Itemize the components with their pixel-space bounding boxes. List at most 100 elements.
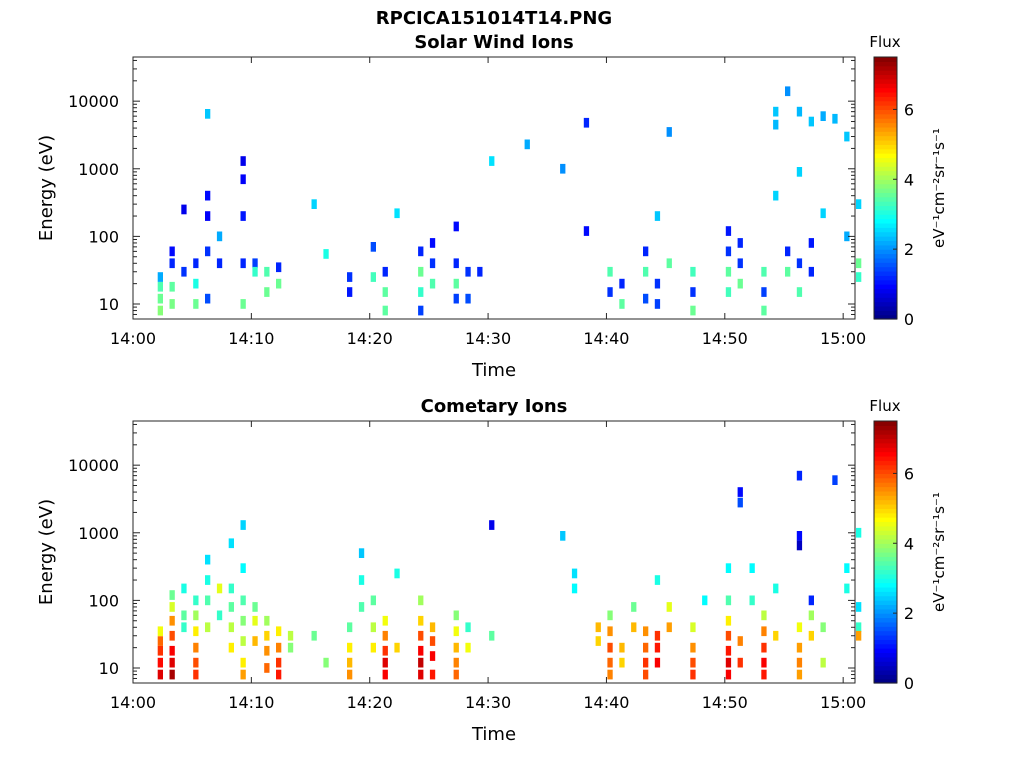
colorbar-swatch bbox=[874, 569, 897, 575]
heatmap-cell bbox=[796, 657, 803, 668]
heatmap-cell bbox=[477, 266, 483, 277]
heatmap-cell bbox=[856, 622, 862, 633]
heatmap-cell bbox=[643, 657, 649, 668]
y-tick-label: 10 bbox=[99, 295, 119, 314]
panel-title-solar-wind: Solar Wind Ions bbox=[414, 32, 573, 53]
heatmap-cell bbox=[418, 669, 424, 680]
colorbar-swatch bbox=[874, 586, 897, 592]
heatmap-cell bbox=[453, 258, 459, 269]
heatmap-cell bbox=[643, 669, 649, 680]
heatmap-cell bbox=[181, 266, 187, 277]
heatmap-cell bbox=[465, 622, 471, 633]
colorbar-swatch bbox=[874, 297, 897, 303]
heatmap-cell bbox=[193, 278, 199, 289]
colorbar-swatch bbox=[874, 279, 897, 285]
colorbar-swatch bbox=[874, 560, 897, 566]
colorbar-swatch bbox=[874, 503, 897, 509]
heatmap-cell bbox=[796, 167, 803, 177]
heatmap-cell bbox=[453, 610, 459, 621]
heatmap-cell bbox=[205, 595, 211, 606]
x-tick-label: 14:00 bbox=[110, 329, 156, 348]
heatmap-cell bbox=[796, 287, 803, 297]
heatmap-cell bbox=[808, 238, 814, 248]
x-tick-label: 15:00 bbox=[820, 693, 866, 712]
colorbar-swatch bbox=[874, 70, 897, 76]
heatmap-cell bbox=[157, 281, 163, 292]
heatmap-cell bbox=[418, 630, 424, 641]
colorbar-swatch bbox=[874, 183, 897, 189]
heatmap-cell bbox=[205, 575, 211, 585]
x-tick-label: 14:30 bbox=[465, 329, 511, 348]
x-tick-label: 14:30 bbox=[465, 693, 511, 712]
heatmap-cell bbox=[287, 642, 294, 653]
heatmap-cell bbox=[690, 266, 696, 277]
colorbar-solar-wind: 0 2 4 6 bbox=[873, 56, 914, 329]
heatmap-cell bbox=[429, 636, 436, 646]
colorbar-swatch bbox=[874, 582, 897, 588]
heatmap-cell bbox=[276, 669, 282, 680]
heatmap-cell bbox=[276, 657, 282, 668]
colorbar-swatch bbox=[874, 621, 897, 627]
colorbar-swatch bbox=[874, 538, 897, 544]
heatmap-cell bbox=[808, 630, 814, 641]
plot-frame-cometary bbox=[132, 420, 856, 684]
heatmap-cell bbox=[583, 117, 590, 128]
colorbar-swatch bbox=[874, 61, 897, 67]
heatmap-cell bbox=[205, 190, 211, 201]
heatmap-cell bbox=[240, 299, 246, 309]
colorbar-swatch bbox=[874, 486, 897, 492]
colorbar-swatch bbox=[874, 78, 897, 84]
heatmap-cell bbox=[560, 163, 566, 174]
heatmap-cell bbox=[856, 199, 862, 209]
heatmap-cell bbox=[347, 272, 353, 282]
colorbar-swatch bbox=[874, 678, 897, 684]
heatmap-cell bbox=[228, 642, 234, 653]
heatmap-cell bbox=[382, 669, 388, 680]
colorbar-swatch bbox=[874, 100, 897, 106]
heatmap-cell bbox=[240, 563, 246, 573]
x-tick-label: 14:50 bbox=[702, 693, 748, 712]
heatmap-cell bbox=[157, 293, 163, 304]
heatmap-cell bbox=[654, 657, 661, 668]
colorbar-swatch bbox=[874, 438, 897, 444]
colorbar-swatch bbox=[874, 301, 897, 307]
heatmap-cell bbox=[725, 246, 732, 257]
colorbar-swatch bbox=[874, 174, 897, 180]
colorbar-swatch bbox=[874, 495, 897, 501]
heatmap-cell bbox=[169, 281, 175, 292]
heatmap-cell bbox=[264, 630, 270, 641]
heatmap-cell bbox=[169, 657, 175, 668]
heatmap-cell bbox=[429, 278, 436, 289]
colorbar-tick-label: 2 bbox=[904, 240, 914, 259]
heatmap-cell bbox=[690, 669, 696, 680]
y-tick-label: 10 bbox=[99, 659, 119, 678]
heatmap-cell bbox=[276, 626, 282, 637]
colorbar-swatch bbox=[874, 57, 897, 62]
heatmap-cell bbox=[370, 622, 376, 633]
x-tick-label: 14:20 bbox=[347, 329, 393, 348]
heatmap-cell bbox=[654, 630, 661, 641]
heatmap-cell bbox=[702, 595, 708, 606]
heatmap-cell bbox=[607, 657, 613, 668]
heatmap-cell bbox=[323, 249, 329, 259]
colorbar-swatch bbox=[874, 508, 897, 514]
heatmap-cell bbox=[193, 669, 199, 680]
heatmap-cell bbox=[216, 583, 223, 594]
colorbar-tick-label: 4 bbox=[904, 534, 914, 553]
heatmap-cell bbox=[773, 106, 779, 117]
colorbar-swatch bbox=[874, 275, 897, 281]
heatmap-cell bbox=[181, 610, 187, 621]
colorbar-swatch bbox=[874, 249, 897, 255]
heatmap-cell bbox=[737, 497, 743, 508]
colorbar-swatch bbox=[874, 604, 897, 610]
colorbar-swatch bbox=[874, 669, 897, 675]
colorbar-unit-solar-wind: eV⁻¹cm⁻²sr⁻¹s⁻¹ bbox=[930, 128, 948, 248]
colorbar-swatch bbox=[874, 118, 897, 124]
heatmap-cell bbox=[252, 615, 258, 626]
colorbar-swatch bbox=[874, 451, 897, 457]
y-tick-label: 100 bbox=[88, 591, 119, 610]
heatmap-cell bbox=[169, 258, 175, 269]
x-axis-label-cometary: Time bbox=[471, 724, 516, 745]
heatmap-cell bbox=[429, 622, 436, 633]
colorbar-swatch bbox=[874, 262, 897, 268]
